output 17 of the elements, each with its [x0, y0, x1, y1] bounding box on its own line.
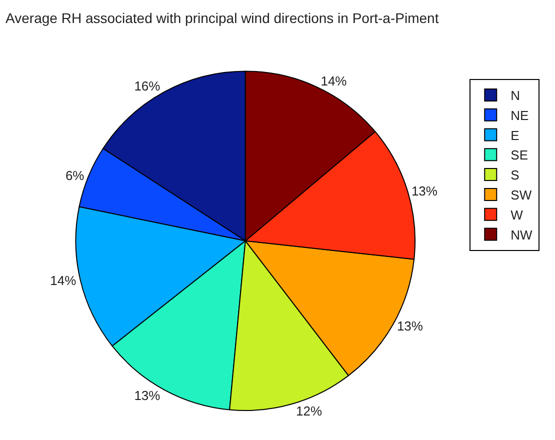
legend-label: E — [510, 128, 520, 143]
legend-label: N — [510, 88, 520, 104]
data-label: 13% — [134, 388, 161, 404]
data-label: 6% — [65, 168, 85, 183]
legend-label: S — [510, 168, 520, 183]
data-label: 13% — [411, 183, 438, 198]
legend-label: NW — [510, 227, 534, 242]
legend-label: W — [510, 207, 524, 222]
legend-label: SW — [510, 188, 532, 203]
legend-label: NE — [510, 108, 530, 123]
data-label: 13% — [396, 318, 424, 334]
chart-title: Average RH associated with principal wind directions in Port-a-Piment — [6, 10, 439, 26]
data-label: 16% — [134, 78, 161, 94]
data-label: 12% — [296, 403, 322, 418]
data-label: 14% — [50, 272, 77, 288]
legend-label: SE — [510, 148, 528, 163]
data-label: 14% — [320, 73, 348, 88]
